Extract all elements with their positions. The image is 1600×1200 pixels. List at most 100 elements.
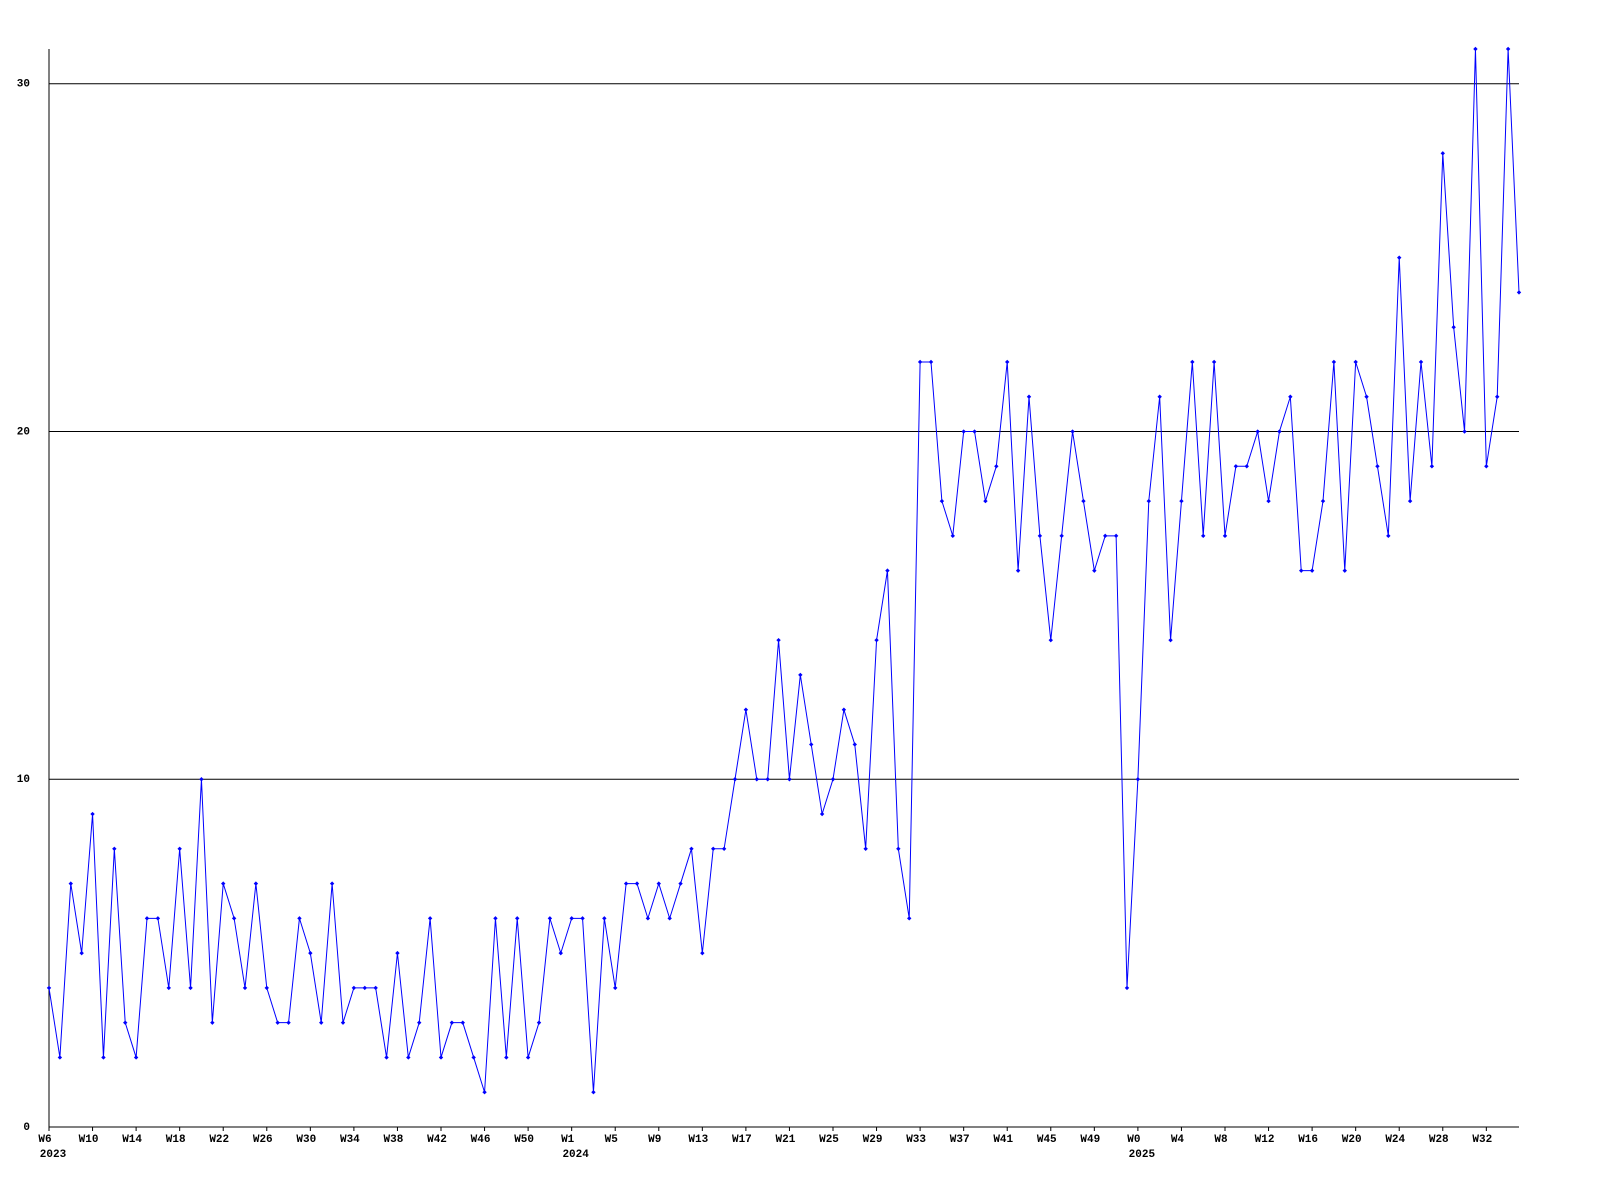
- data-point: [1135, 777, 1141, 782]
- data-point: [809, 742, 814, 747]
- data-point: [907, 916, 912, 921]
- x-tick-label: W26: [253, 1134, 273, 1146]
- data-point: [1168, 637, 1173, 643]
- data-point: [68, 881, 73, 886]
- data-point: [558, 950, 563, 956]
- x-tick-label: W37: [950, 1134, 970, 1146]
- data-point: [885, 568, 890, 573]
- x-tick-label: W9: [648, 1134, 661, 1146]
- x-tick-label: W45: [1037, 1134, 1057, 1146]
- data-point: [917, 359, 923, 365]
- x-tick-label: W5: [605, 1134, 619, 1146]
- data-point: [580, 916, 585, 921]
- data-point: [449, 1020, 455, 1025]
- data-point: [177, 846, 182, 852]
- data-point: [188, 985, 193, 991]
- x-tick-label: W46: [471, 1134, 491, 1146]
- data-point: [493, 916, 498, 921]
- data-point: [1331, 359, 1337, 365]
- data-point: [1299, 568, 1304, 573]
- data-point: [863, 846, 868, 852]
- data-point: [1397, 255, 1402, 260]
- data-point: [1005, 359, 1010, 365]
- data-point: [1495, 394, 1500, 399]
- data-point: [504, 1055, 509, 1060]
- data-point: [830, 777, 836, 782]
- data-point: [721, 846, 727, 852]
- data-point: [406, 1055, 411, 1060]
- data-point: [1015, 568, 1021, 573]
- data-point: [700, 950, 705, 956]
- data-point: [613, 985, 618, 991]
- data-point: [1113, 533, 1119, 539]
- data-point: [308, 950, 313, 956]
- data-point: [765, 777, 770, 782]
- data-point: [569, 916, 574, 921]
- x-tick-label: W17: [732, 1134, 752, 1146]
- data-point: [1201, 533, 1206, 539]
- data-point: [1157, 394, 1162, 399]
- data-point: [438, 1055, 444, 1060]
- data-point: [547, 916, 553, 921]
- data-point: [1146, 498, 1151, 504]
- x-tick-label: W41: [993, 1134, 1013, 1146]
- data-point: [1342, 568, 1347, 573]
- x-tick-label: W14: [122, 1134, 142, 1146]
- year-label: 2025: [1129, 1149, 1156, 1161]
- data-point: [994, 464, 999, 469]
- data-point: [1048, 637, 1053, 643]
- x-tick-label: W32: [1472, 1134, 1492, 1146]
- data-point: [231, 916, 237, 921]
- data-point: [1288, 394, 1293, 399]
- data-point: [689, 846, 694, 852]
- data-point: [591, 1090, 596, 1095]
- data-point: [798, 672, 803, 678]
- data-point: [1026, 394, 1032, 399]
- data-point: [1418, 359, 1424, 365]
- data-point: [210, 1020, 215, 1025]
- data-point: [427, 916, 433, 921]
- data-point: [253, 881, 259, 886]
- data-point: [972, 429, 977, 434]
- data-point: [199, 777, 204, 782]
- data-line: [48, 48, 1520, 1093]
- data-point: [1190, 359, 1195, 365]
- x-tick-label: W29: [863, 1134, 883, 1146]
- data-point: [340, 1020, 346, 1025]
- data-point: [852, 742, 857, 747]
- data-point: [123, 1020, 128, 1025]
- data-point: [417, 1020, 422, 1025]
- data-point: [144, 916, 150, 921]
- data-point: [656, 881, 661, 886]
- data-point: [264, 985, 269, 991]
- data-point: [711, 846, 716, 852]
- data-point: [1375, 464, 1380, 469]
- x-tick-label: W6: [38, 1134, 51, 1146]
- data-point: [1462, 429, 1467, 434]
- x-tick-label: W38: [384, 1134, 404, 1146]
- x-tick-label: W20: [1342, 1134, 1362, 1146]
- data-point: [1505, 46, 1511, 52]
- x-tick-label: W13: [688, 1134, 708, 1146]
- year-label: 2024: [562, 1149, 589, 1161]
- data-point: [362, 985, 367, 991]
- data-point: [166, 985, 171, 991]
- data-point: [1103, 533, 1108, 539]
- data-point: [1124, 985, 1130, 991]
- data-point: [536, 1020, 542, 1025]
- data-point: [384, 1055, 389, 1060]
- x-tick-label: W10: [79, 1134, 99, 1146]
- data-point: [57, 1055, 63, 1060]
- data-point: [1309, 568, 1315, 573]
- data-point: [1386, 533, 1391, 539]
- data-point: [351, 985, 357, 991]
- data-point: [46, 985, 52, 991]
- x-tick-label: W50: [514, 1134, 534, 1146]
- data-point: [1211, 359, 1217, 365]
- x-tick-label: W12: [1255, 1134, 1275, 1146]
- data-point: [939, 498, 945, 504]
- data-point: [1440, 151, 1445, 156]
- data-point: [460, 1020, 465, 1025]
- data-point: [841, 707, 847, 712]
